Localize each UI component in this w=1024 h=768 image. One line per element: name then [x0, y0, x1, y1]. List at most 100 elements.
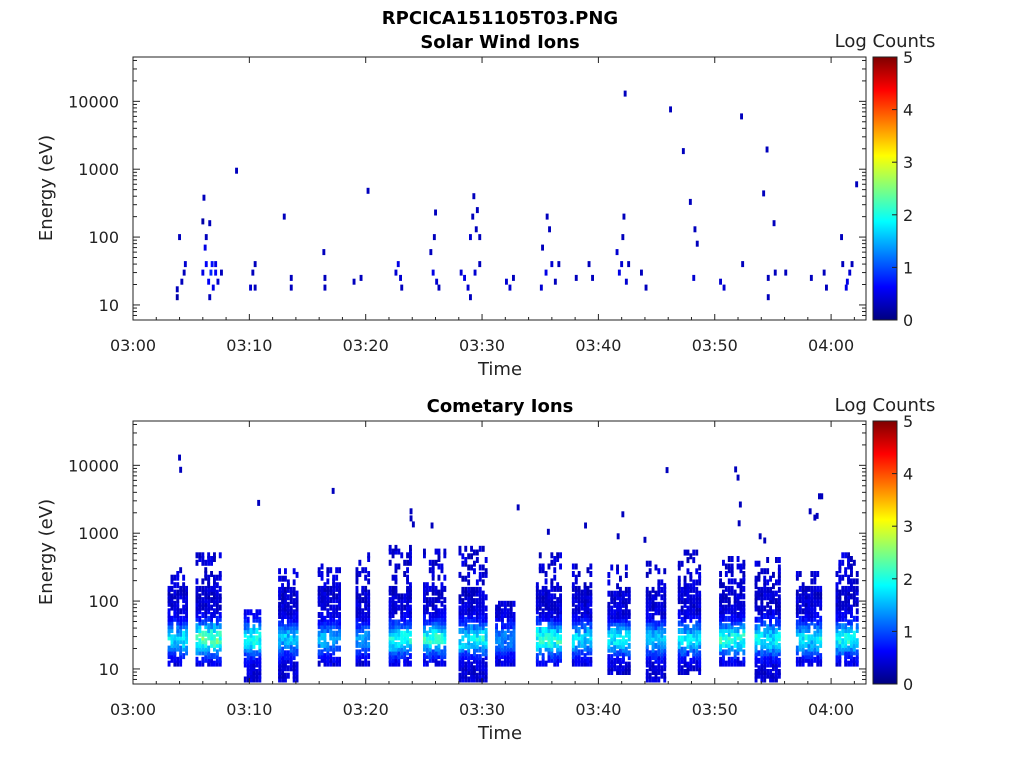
spectrogram-cell — [286, 642, 290, 649]
spectrogram-cell — [730, 604, 734, 611]
spectrogram-cell — [278, 654, 281, 661]
spectrogram-cell — [364, 567, 368, 574]
spectrogram-cell — [769, 661, 772, 668]
spectrogram-cell — [286, 605, 290, 612]
spectrogram-cell — [278, 639, 281, 646]
spectrogram-cell — [431, 585, 435, 592]
spectrogram-cell — [458, 598, 462, 605]
spectrogram-cell — [627, 661, 631, 668]
spectrogram-cell — [769, 654, 772, 661]
spectrogram-cell — [278, 575, 281, 582]
spectrogram-cell — [683, 575, 687, 582]
spectrogram-cell — [810, 604, 814, 611]
spectrogram-cell — [498, 656, 501, 663]
spectrogram-cell — [577, 600, 581, 607]
spectrogram-cell — [431, 597, 435, 604]
spectrogram-cell — [406, 559, 409, 566]
spectrogram-cell — [538, 660, 542, 667]
spectrogram-cell — [589, 582, 593, 589]
spectrogram-cell — [550, 552, 554, 559]
spectrogram-cell — [498, 604, 501, 611]
spectrogram-cell — [484, 620, 488, 627]
spectrogram-cell — [467, 616, 471, 623]
spectrogram-cell — [512, 600, 516, 607]
spectrogram-cell — [692, 601, 696, 608]
spectrogram-cell — [397, 634, 401, 641]
spectrogram-cell — [207, 582, 211, 589]
spectrogram-cell — [769, 624, 772, 631]
spectrogram-cell — [332, 578, 336, 585]
spectrogram-cell — [692, 650, 696, 657]
spectrogram-cell — [835, 600, 839, 607]
spectrogram-cell — [278, 665, 281, 672]
spectrogram-cell — [663, 605, 667, 612]
spectrogram-cell — [512, 630, 516, 637]
spectrogram-cell — [326, 645, 330, 652]
spectrogram-cell — [437, 593, 441, 600]
spectrogram-cell — [739, 582, 743, 589]
spectrogram-cell — [320, 593, 324, 600]
spectrogram-cell — [657, 624, 661, 631]
spectrogram-cell — [478, 564, 482, 571]
spectrogram-cell — [795, 574, 799, 581]
spectrogram-cell — [739, 660, 743, 667]
spectrogram-cell — [550, 261, 554, 268]
spectrogram-cell — [574, 612, 578, 618]
spectrogram-cell — [338, 656, 341, 663]
spectrogram-cell — [326, 653, 330, 660]
spectrogram-cell — [677, 613, 681, 620]
spectrogram-cell — [819, 653, 823, 660]
spectrogram-cell — [204, 597, 208, 604]
spectrogram-cell — [409, 638, 412, 645]
spectrogram-cell — [589, 600, 593, 607]
spectrogram-cell — [559, 649, 562, 656]
spectrogram-cell — [645, 571, 649, 578]
plot-frame — [132, 420, 867, 685]
spectrogram-cell — [208, 220, 212, 227]
spectrogram-cell — [798, 585, 802, 592]
spectrogram-cell — [559, 623, 562, 630]
spectrogram-cell — [754, 635, 758, 642]
spectrogram-cell — [470, 654, 473, 661]
spectrogram-cell — [695, 568, 699, 575]
spectrogram-cell — [775, 646, 778, 653]
spectrogram-cell — [323, 645, 327, 652]
spectrogram-cell — [722, 634, 725, 641]
spectrogram-cell — [367, 612, 371, 618]
spectrogram-cell — [463, 274, 466, 281]
spectrogram-cell — [320, 615, 324, 622]
spectrogram-cell — [215, 638, 219, 645]
spectrogram-cell — [807, 634, 811, 641]
spectrogram-cell — [182, 645, 186, 652]
spectrogram-cell — [495, 638, 498, 645]
spectrogram-cell — [844, 593, 848, 600]
spectrogram-cell — [185, 600, 188, 607]
spectrogram-cell — [440, 567, 444, 574]
spectrogram-cell — [556, 623, 560, 630]
spectrogram-cell — [772, 672, 775, 679]
spectrogram-cell — [624, 661, 628, 668]
spectrogram-cell — [589, 627, 593, 633]
spectrogram-cell — [295, 609, 299, 616]
spectrogram-cell — [645, 661, 649, 668]
spectrogram-cell — [777, 575, 781, 582]
spectrogram-cell — [216, 278, 220, 285]
spectrogram-cell — [538, 604, 542, 611]
spectrogram-cell — [329, 653, 333, 660]
spectrogram-cell — [819, 593, 823, 600]
spectrogram-cell — [431, 567, 435, 574]
spectrogram-cell — [627, 613, 631, 620]
spectrogram-cell — [663, 568, 667, 575]
spectrogram-cell — [657, 646, 661, 653]
spectrogram-cell — [278, 586, 281, 593]
spectrogram-cell — [207, 574, 211, 581]
spectrogram-cell — [852, 597, 856, 604]
spectrogram-cell — [553, 623, 557, 630]
spectrogram-cell — [484, 571, 488, 578]
spectrogram-cell — [801, 634, 805, 641]
spectrogram-cell — [320, 630, 324, 637]
spectrogram-cell — [258, 631, 262, 638]
spectrogram-cell — [804, 623, 808, 630]
spectrogram-cell — [201, 269, 205, 276]
